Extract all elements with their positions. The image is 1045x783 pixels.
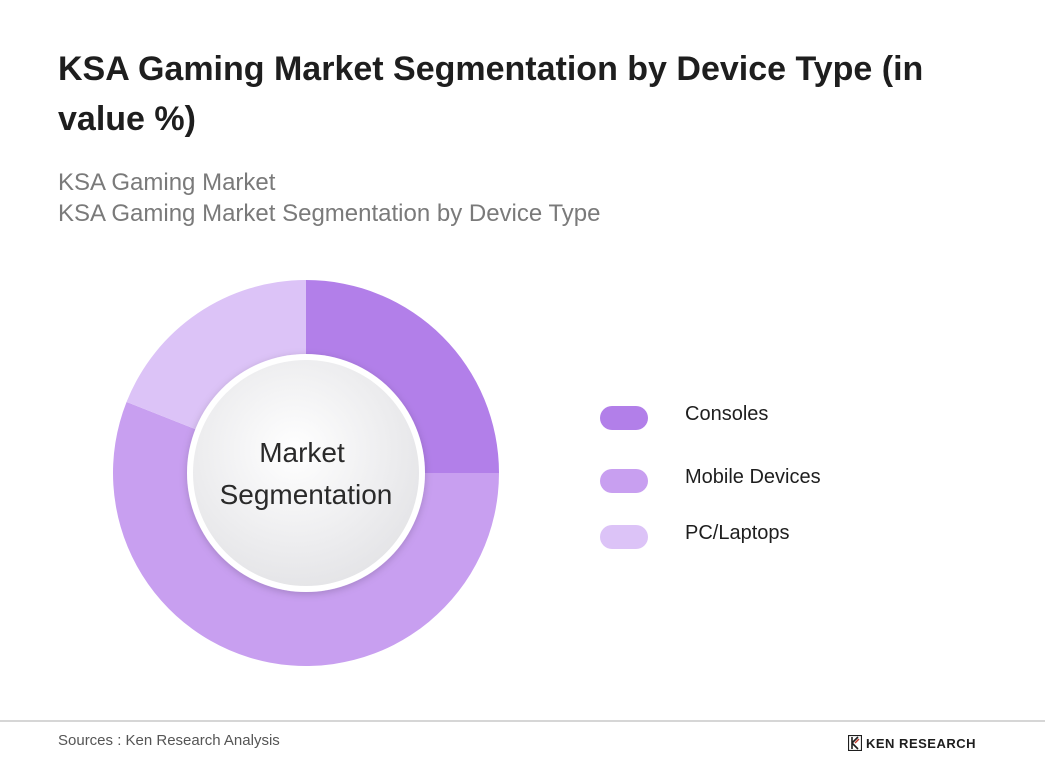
legend-label-consoles: Consoles [685, 403, 769, 425]
chart-title: KSA Gaming Market Segmentation by Device… [58, 50, 924, 138]
ken-research-logo: KEN RESEARCH [848, 733, 976, 753]
source-note: Sources : Ken Research Analysis [58, 732, 280, 749]
center-label-line1: Market [259, 437, 345, 468]
legend-item-mobile-devices: Mobile Devices [600, 463, 900, 493]
center-label-line2: Segmentation [220, 479, 393, 510]
legend-item-pc-laptops: PC/Laptops [600, 519, 900, 549]
slice-pc-laptops [126, 280, 307, 432]
slice-mobile-devices [113, 401, 500, 666]
legend-swatch-consoles [600, 406, 648, 430]
legend-swatch-mobile-devices [600, 469, 648, 493]
donut-chart: Market Segmentation [113, 280, 500, 666]
footer-divider [0, 720, 1045, 722]
subtitle-segmentation: KSA Gaming Market Segmentation by Device… [58, 200, 601, 227]
ken-research-logo-mark-icon [848, 735, 862, 751]
legend-label-mobile-devices: Mobile Devices [685, 466, 821, 488]
slice-consoles [306, 280, 499, 473]
subtitle-market: KSA Gaming Market [58, 169, 276, 196]
legend-label-pc-laptops: PC/Laptops [685, 522, 790, 544]
legend-swatch-pc-laptops [600, 525, 648, 549]
brand-name: KEN RESEARCH [866, 735, 977, 751]
legend-item-consoles: Consoles [600, 400, 900, 430]
donut-center [193, 360, 419, 586]
